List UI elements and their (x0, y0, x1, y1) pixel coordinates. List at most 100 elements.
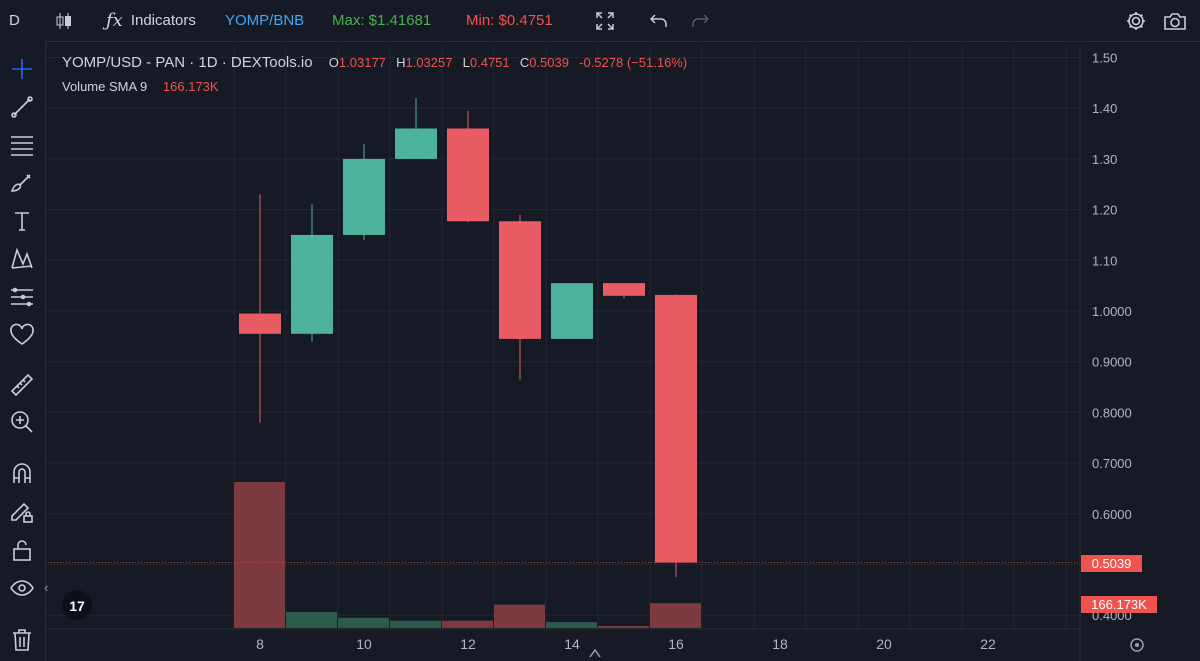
high-value: 1.03257 (405, 55, 453, 70)
price-tick-label: 1.0000 (1092, 304, 1132, 319)
candle-body (603, 283, 645, 296)
zoom-in-icon[interactable] (8, 408, 36, 436)
candle[interactable] (655, 294, 697, 578)
lock-pencil-icon[interactable] (8, 498, 36, 526)
candles-icon[interactable] (55, 0, 73, 41)
low-label: L (462, 55, 470, 70)
price-tick-label: 1.50 (1092, 51, 1117, 66)
camera-icon[interactable] (1163, 0, 1187, 41)
max-price-label: Max: $1.41681 (332, 12, 432, 29)
candle-body (239, 313, 281, 334)
volume-bar (650, 603, 701, 628)
high-label: H (396, 55, 406, 70)
price-tick-label: 1.40 (1092, 101, 1117, 116)
chart-settings-gear-icon[interactable] (1130, 638, 1144, 652)
candle-body (447, 128, 489, 222)
volume-bars (234, 482, 701, 628)
candle-body (551, 283, 593, 339)
collapse-glyph: ‹ (44, 580, 49, 595)
candle[interactable] (395, 98, 437, 159)
change-value: -0.5278 (−51.16%) (579, 55, 688, 70)
measure-lines-icon[interactable] (8, 283, 36, 311)
volume-indicator-value: 166.173K (162, 79, 219, 94)
candles (239, 98, 697, 578)
horizontal-lines-icon[interactable] (8, 131, 36, 159)
candle[interactable] (551, 283, 593, 339)
price-tick-label: 1.10 (1092, 253, 1117, 268)
volume-badge: 166.173K (1081, 596, 1157, 613)
price-tick-label: 0.6000 (1092, 507, 1132, 522)
tradingview-logo: 17 (62, 590, 92, 620)
candle[interactable] (291, 204, 333, 342)
volume-bar (286, 611, 337, 628)
function-icon: ƒx (106, 10, 123, 31)
candle[interactable] (239, 194, 281, 423)
trendline-icon[interactable] (8, 93, 36, 121)
candle[interactable] (499, 214, 541, 380)
magnet-icon[interactable] (8, 460, 36, 488)
time-tick-label: 10 (356, 636, 372, 652)
candle-body (499, 221, 541, 339)
volume-bar (598, 626, 649, 628)
drawing-tools-sidebar: ‹ (0, 41, 48, 661)
candle[interactable] (343, 143, 385, 241)
low-value: 0.4751 (469, 55, 510, 70)
volume-bar (442, 620, 493, 628)
price-tick-label: 1.30 (1092, 152, 1117, 167)
interval-button[interactable]: D (9, 0, 20, 41)
volume-indicator-label: Volume SMA 9 (62, 79, 148, 94)
ruler-icon[interactable] (8, 371, 36, 399)
volume-bar (338, 617, 389, 628)
volume-bar (494, 604, 545, 628)
candle[interactable] (603, 283, 645, 299)
candle-body (395, 128, 437, 159)
symbol-title: YOMP/USD - PAN · 1D · DEXTools.io (62, 54, 313, 71)
pattern-icon[interactable] (8, 245, 36, 273)
sidebar-collapse-button[interactable]: ‹ (44, 580, 48, 595)
candle-body (291, 234, 333, 334)
interval-label: D (9, 12, 20, 29)
brush-icon[interactable] (8, 169, 36, 197)
gear-icon[interactable] (1125, 0, 1147, 41)
tradingview-logo-text: 17 (69, 598, 85, 614)
indicators-label: Indicators (130, 12, 196, 29)
price-scale: 1.50 1.40 1.30 1.20 1.10 1.0000 0.9000 0.8000 0.… (1092, 51, 1132, 624)
time-tick-label: 18 (772, 636, 788, 652)
time-tick-label: 8 (256, 636, 264, 652)
chart-grid (45, 45, 1080, 629)
redo-icon[interactable] (691, 0, 709, 41)
indicators-button[interactable]: ƒx Indicators (106, 0, 196, 41)
min-price-label: Min: $0.4751 (466, 12, 553, 29)
chart-legend: YOMP/USD - PAN · 1D · DEXTools.io O1.031… (62, 54, 687, 71)
compare-symbol-button[interactable]: YOMP/BNB (225, 0, 304, 41)
heart-icon[interactable] (8, 321, 36, 349)
volume-bar (546, 622, 597, 628)
candle-body (655, 294, 697, 563)
volume-bar (234, 482, 285, 628)
time-tick-label: 22 (980, 636, 996, 652)
time-scale: 8 10 12 14 16 18 20 22 (256, 636, 996, 652)
price-tick-label: 0.8000 (1092, 405, 1132, 420)
unlock-icon[interactable] (8, 536, 36, 564)
candle[interactable] (447, 110, 489, 223)
last-price-text: 0.5039 (1091, 555, 1132, 571)
price-tick-label: 1.20 (1092, 203, 1117, 218)
open-value: 1.03177 (338, 55, 386, 70)
price-tick-label: 0.7000 (1092, 456, 1132, 471)
compare-symbol-label: YOMP/BNB (225, 12, 305, 29)
price-tick-label: 0.9000 (1092, 355, 1132, 370)
trash-icon[interactable] (8, 626, 36, 654)
text-icon[interactable] (8, 207, 36, 235)
close-value: 0.5039 (529, 55, 569, 70)
last-price-badge: 0.5039 (1081, 554, 1142, 572)
undo-icon[interactable] (650, 0, 668, 41)
fullscreen-icon[interactable] (595, 0, 615, 41)
time-tick-label: 14 (564, 636, 580, 652)
eye-icon[interactable] (8, 574, 36, 602)
candle-body (343, 158, 385, 235)
scroll-to-realtime-icon[interactable] (589, 648, 601, 658)
volume-bar (390, 620, 441, 628)
close-label: C (519, 55, 530, 70)
crosshair-icon[interactable] (8, 55, 36, 83)
